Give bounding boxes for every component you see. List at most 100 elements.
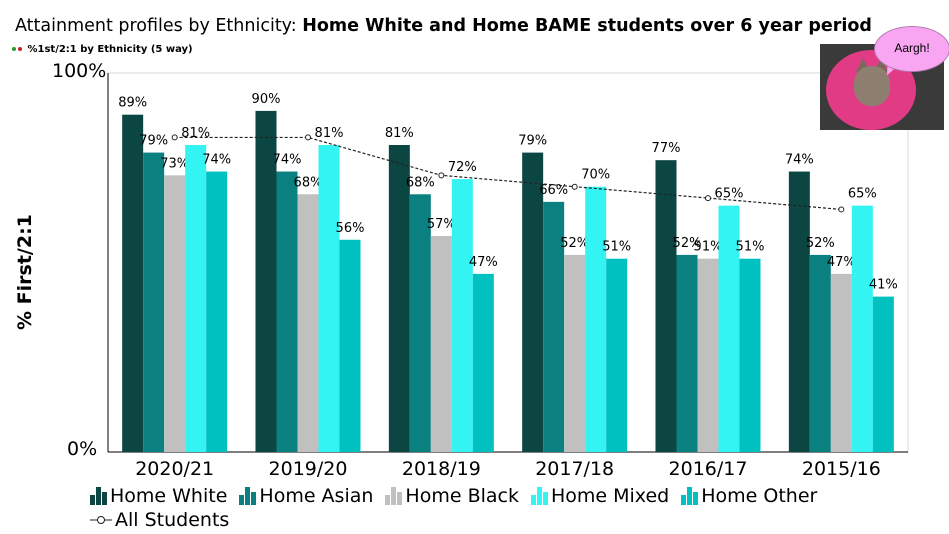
data-label: 89% [118,96,147,111]
data-label: 74% [273,153,302,168]
all-students-line [174,136,842,211]
data-label: 52% [806,236,835,251]
legend-label: All Students [115,509,230,531]
data-label: 77% [652,141,681,156]
all-students-marker [438,172,445,179]
plot-area [107,72,909,453]
title-plain: Attainment profiles by Ethnicity: [15,16,303,36]
bar-home-mixed-2017-18 [585,186,607,452]
all-students-marker [705,195,711,202]
bar-home-mixed-2019-20 [318,145,340,452]
x-tick-label: 2019/20 [269,458,348,480]
data-label: 74% [785,153,814,168]
chart-title: Attainment profiles by Ethnicity: Home W… [15,16,872,36]
legend-row-2: All Students [90,508,829,532]
bar-chart-icon [90,487,107,505]
data-label: 51% [694,240,723,255]
bar-chart-icon [681,487,699,505]
bar-home-black-2017-18 [564,254,586,452]
bar-home-other-2015-16 [872,296,894,452]
bar-home-white-2020-21 [122,114,144,452]
bar-home-black-2015-16 [830,273,852,452]
bar-home-other-2019-20 [339,239,361,452]
bar-chart-icon [385,487,403,505]
legend-item-home-other: Home Other [681,485,817,507]
bar-home-mixed-2018-19 [451,179,473,452]
bar-home-mixed-2016-17 [718,205,740,452]
bar-home-asian-2016-17 [676,254,698,452]
data-label: 74% [202,153,231,168]
cat-face [854,66,890,106]
x-tick-label: 2020/21 [135,458,214,480]
legend-item-all-students: All Students [90,509,229,531]
data-label: 65% [715,187,744,202]
bar-home-mixed-2020-21 [185,145,207,452]
data-label: 47% [469,255,498,270]
legend-label: Home Mixed [550,485,670,507]
data-label: 81% [181,126,210,141]
data-label: 51% [736,240,765,255]
x-tick-label: 2017/18 [535,458,614,480]
bar-home-black-2016-17 [697,258,719,452]
data-label: 47% [827,255,856,270]
x-tick-label: 2016/17 [669,458,748,480]
data-label: 72% [448,160,477,175]
bar-home-white-2019-20 [255,110,277,453]
data-label: 41% [869,278,898,293]
bar-home-black-2019-20 [297,194,319,452]
data-label: 52% [673,236,702,251]
legend-label: Home White [110,485,228,507]
green-dot-icon [12,47,16,51]
legend-item-home-mixed: Home Mixed [530,485,670,507]
data-label: 70% [581,168,610,183]
legend-row-1: Home White Home Asian Home Black Home Mixed… [90,484,829,508]
bar-home-asian-2017-18 [543,201,565,452]
subtitle-text: %1st/2:1 by Ethnicity (5 way) [27,44,193,55]
bar-home-black-2020-21 [164,175,186,452]
bar-home-white-2018-19 [388,145,410,452]
data-label: 66% [539,183,568,198]
x-tick-label: 2015/16 [802,458,881,480]
data-label: 68% [406,175,435,190]
bar-home-asian-2020-21 [143,152,165,452]
speech-bubble: Aargh! [874,26,949,72]
data-label: 57% [427,217,456,232]
line-marker-icon [90,514,112,526]
x-tick-label: 2018/19 [402,458,481,480]
bar-home-white-2016-17 [655,160,677,453]
y-tick-max: 100% [52,60,107,82]
data-label: 51% [602,240,631,255]
data-label: 73% [160,156,189,171]
all-students-marker [838,206,845,213]
data-label: 79% [139,134,168,149]
data-label: 81% [315,126,344,141]
all-students-marker [305,134,311,141]
bar-home-white-2017-18 [522,152,544,452]
y-axis-label: % First/2:1 [14,214,36,330]
legend-item-home-white: Home White [90,485,227,507]
bar-home-asian-2019-20 [276,171,298,453]
data-label: 81% [385,126,414,141]
bar-home-asian-2015-16 [809,254,831,452]
legend-label: Home Asian [259,485,374,507]
legend-label: Home Black [405,485,519,507]
data-label: 90% [252,92,281,107]
legend-item-home-black: Home Black [385,485,519,507]
chart-subtitle: %1st/2:1 by Ethnicity (5 way) [12,44,193,55]
all-students-marker [171,134,178,141]
legend-label: Home Other [701,485,818,507]
bar-home-other-2020-21 [206,171,228,453]
all-students-marker [571,183,578,190]
bar-home-asian-2018-19 [409,194,431,452]
bar-home-white-2015-16 [788,171,810,453]
bar-home-mixed-2015-16 [851,205,873,452]
bar-home-other-2017-18 [606,258,628,452]
legend-item-home-asian: Home Asian [239,485,373,507]
bar-home-other-2018-19 [472,273,494,452]
legend: Home White Home Asian Home Black Home Mixed… [90,484,829,532]
bar-home-other-2016-17 [739,258,761,452]
bar-chart-icon [239,487,257,505]
bar-chart-icon [530,487,548,505]
red-dot-icon [18,47,22,51]
